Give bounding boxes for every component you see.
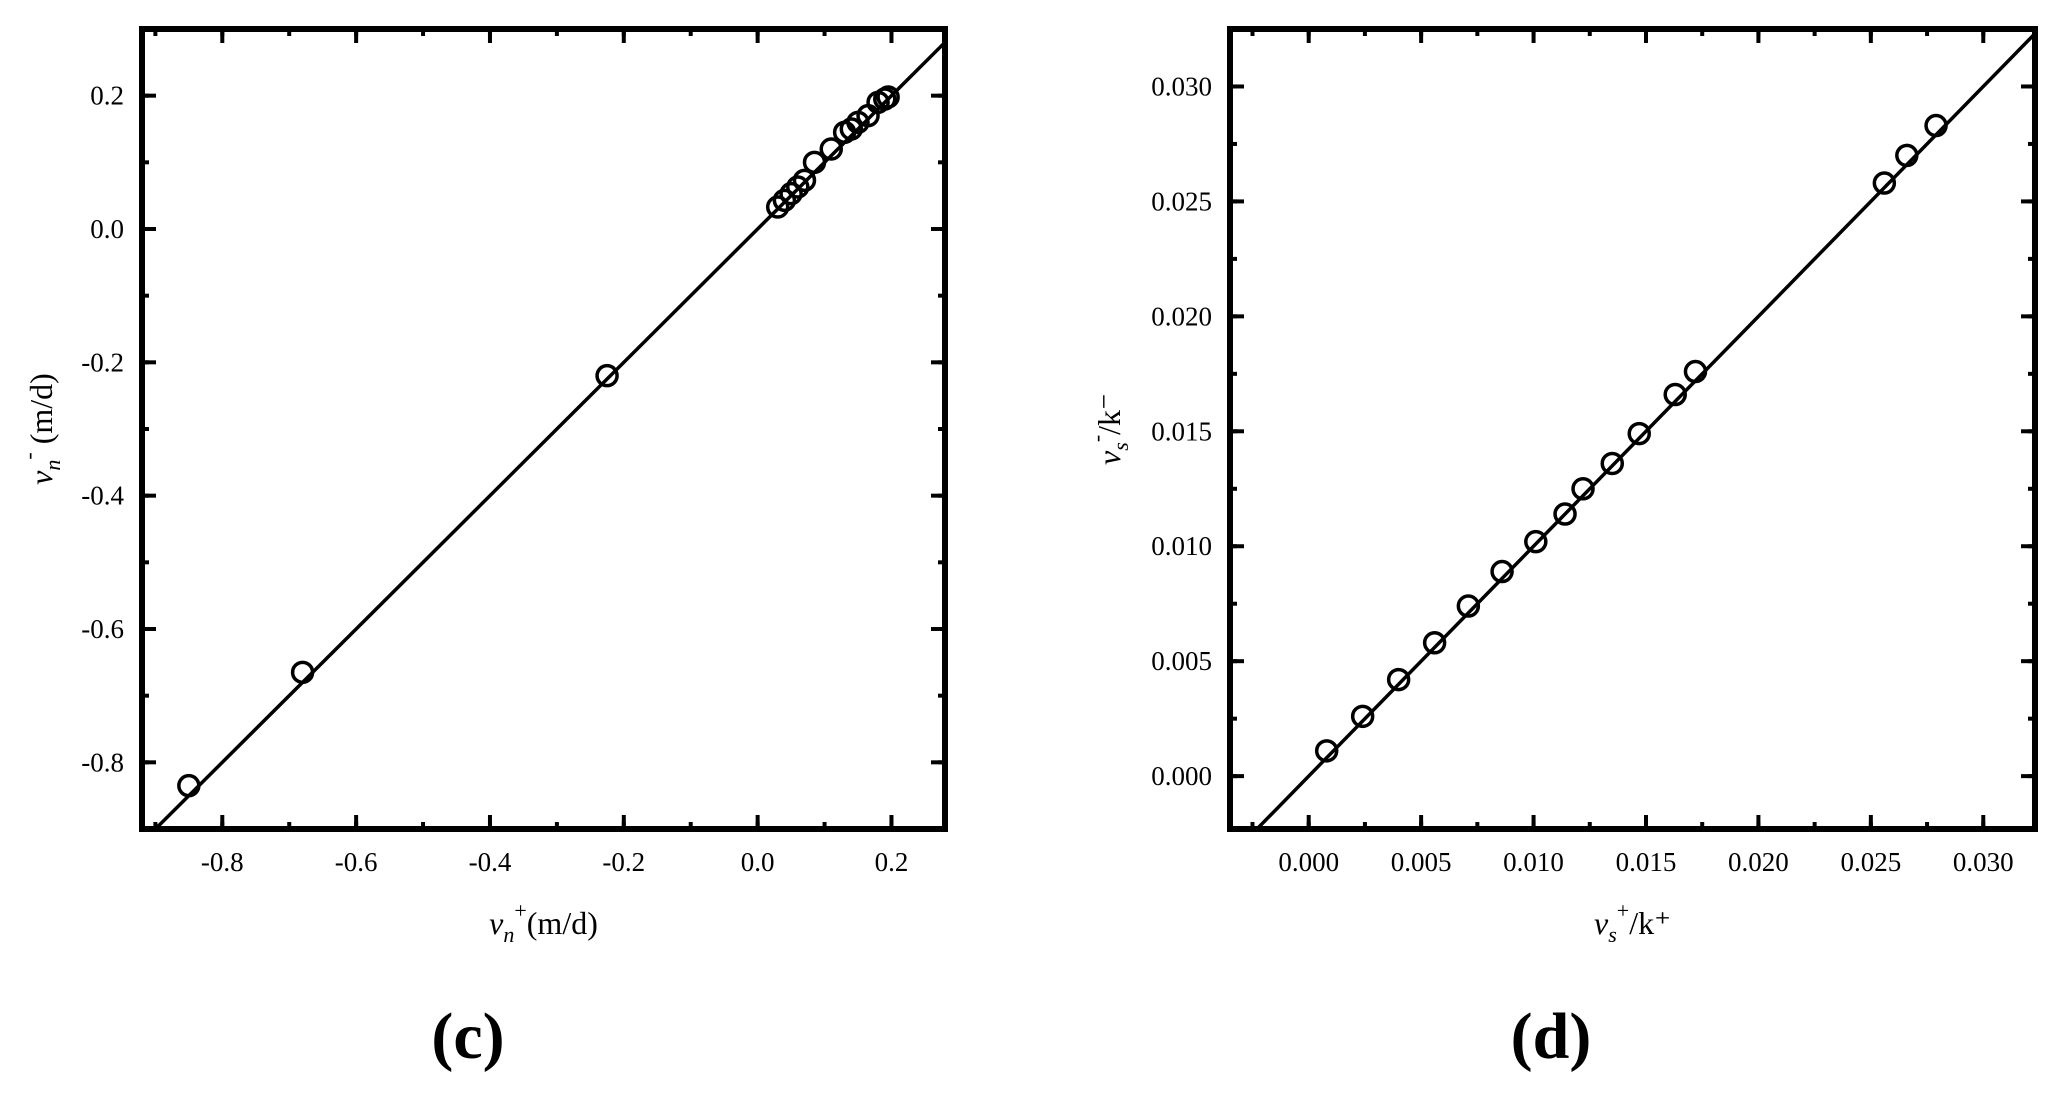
- x-tick-label: -0.8: [201, 847, 244, 877]
- data-point: [1872, 171, 1897, 195]
- identity-line: [1254, 32, 2035, 829]
- y-tick-label: 0.0: [90, 214, 124, 244]
- data-point: [1553, 502, 1577, 526]
- data-point: [772, 188, 797, 213]
- data-point: [1314, 739, 1339, 763]
- y-tick-label: 0.015: [1151, 416, 1212, 446]
- y-tick-label: -0.6: [81, 614, 124, 644]
- data-point: [1895, 143, 1919, 168]
- panel-label: (d): [1511, 1000, 1592, 1073]
- x-tick-label: 0.030: [1953, 847, 2014, 877]
- data-point: [177, 773, 201, 798]
- data-point: [1663, 382, 1687, 407]
- x-tick-label: 0.025: [1840, 847, 1901, 877]
- y-tick-label: -0.8: [81, 747, 124, 777]
- chart-d: 0.000 0.005 0.010 0.015 0.020 0.025 0.030 0.000…: [1084, 26, 2038, 1073]
- data-point: [876, 85, 900, 109]
- data-point: [1627, 421, 1651, 446]
- y-tick-label: -0.2: [81, 347, 124, 377]
- y-tick-label: 0.2: [90, 81, 124, 111]
- x-tick-label: 0.010: [1503, 847, 1564, 877]
- y-tick-label: 0.020: [1151, 301, 1212, 331]
- data-point: [765, 195, 790, 219]
- x-tick-label: -0.6: [335, 847, 378, 877]
- y-tick-label: 0.025: [1151, 186, 1212, 216]
- y-tick-label: 0.005: [1151, 646, 1212, 676]
- data-point: [1600, 451, 1625, 476]
- x-tick-label: 0.000: [1278, 847, 1339, 877]
- x-tick-label: 0.005: [1391, 847, 1452, 877]
- x-tick-label: -0.4: [469, 847, 512, 877]
- data-point: [1456, 594, 1481, 618]
- y-axis-label: vn- (m/d): [16, 373, 65, 485]
- plot-frame: [1227, 26, 2038, 832]
- data-point: [1422, 631, 1447, 655]
- identity-line: [152, 41, 945, 829]
- x-axis-label: vs+/k⁺: [1594, 898, 1671, 947]
- data-point: [792, 168, 817, 193]
- x-tick-label: -0.2: [602, 847, 645, 877]
- chart-c: -0.8 -0.6 -0.4 -0.2 0.0 0.2 -0.8 -0.6 -0.4 -0.2 0.…: [16, 26, 948, 1073]
- data-point: [290, 660, 315, 685]
- y-tick-label: 0.010: [1151, 531, 1212, 561]
- data-point: [1683, 359, 1708, 384]
- y-tick-label: 0.030: [1151, 71, 1212, 101]
- ticks: [142, 29, 945, 829]
- data-point: [1490, 559, 1514, 584]
- x-tick-label: 0.0: [741, 847, 775, 877]
- x-tick-label: 0.015: [1616, 847, 1677, 877]
- data-point: [1571, 477, 1595, 501]
- y-tick-label: 0.000: [1151, 761, 1212, 791]
- data-point: [1350, 704, 1375, 729]
- data-point: [839, 117, 864, 141]
- x-tick-label: 0.020: [1728, 847, 1789, 877]
- panel-label: (c): [431, 1000, 504, 1073]
- data-point: [1524, 529, 1548, 554]
- data-point: [802, 150, 827, 175]
- data-point: [595, 363, 619, 388]
- y-tick-label: -0.4: [81, 481, 124, 511]
- y-axis-label: vs-/k⁻: [1084, 393, 1133, 465]
- x-axis-label: vn+(m/d): [489, 898, 598, 947]
- x-tick-label: 0.2: [875, 847, 909, 877]
- data-point: [779, 181, 803, 206]
- data-point: [1924, 113, 1948, 138]
- data-point: [786, 175, 810, 199]
- plot-frame: [139, 26, 948, 832]
- data-point: [819, 137, 843, 161]
- data-point: [1386, 667, 1411, 692]
